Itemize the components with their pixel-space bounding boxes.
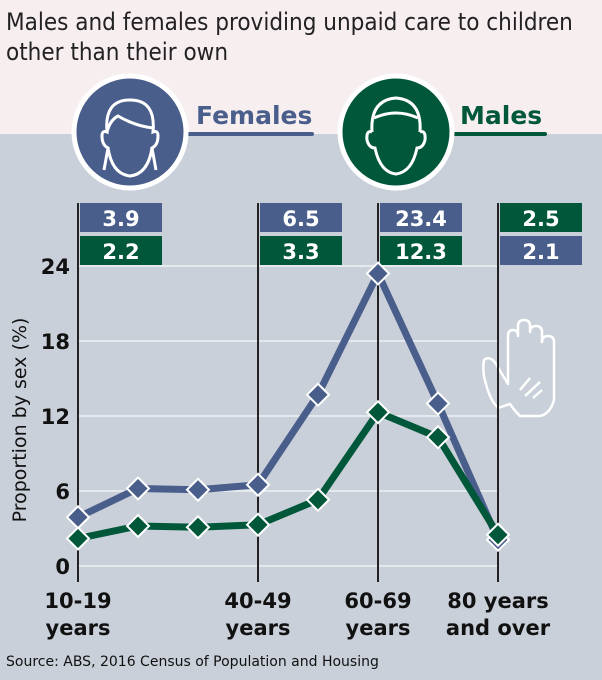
data-label-box: [380, 203, 462, 232]
y-tick-label: 0: [55, 555, 70, 579]
x-tick-label: 40-49: [224, 589, 291, 613]
data-point-females: [245, 472, 271, 498]
data-label-box: [80, 236, 162, 265]
data-label-box: [500, 203, 582, 232]
data-point-males: [365, 399, 391, 425]
gridlines: [78, 265, 498, 567]
data-labels: 3.9 2.2 6.5 3.3 23.4 12.3 2.5 2.1: [80, 203, 582, 265]
data-label: 3.3: [282, 240, 319, 264]
data-point-females: [365, 261, 391, 286]
data-label-box: [500, 236, 582, 265]
data-label: 6.5: [282, 207, 319, 231]
data-point-males: [185, 514, 211, 540]
data-label-box: [260, 236, 342, 265]
data-point-males: [485, 522, 511, 548]
data-point-males: [305, 487, 331, 513]
y-axis-label: Proportion by sex (%): [9, 318, 31, 523]
x-tick-label: and over: [446, 616, 551, 640]
x-tick-label: years: [346, 616, 411, 640]
x-tick-label: years: [46, 616, 111, 640]
data-label-box: [260, 203, 342, 232]
y-tick-label: 18: [41, 330, 70, 354]
data-label-box: [380, 236, 462, 265]
data-point-males: [65, 526, 91, 551]
y-ticks: 0 6 12 18 24: [41, 255, 70, 579]
legend-females-label: Females: [196, 101, 312, 130]
male-face-icon: [337, 73, 455, 191]
data-point-females: [185, 477, 211, 503]
x-tick-label: 60-69: [344, 589, 411, 613]
data-point-males: [125, 513, 151, 539]
legend: Females Males: [71, 73, 547, 191]
data-label: 2.2: [102, 240, 139, 264]
data-label: 12.3: [395, 240, 447, 264]
x-tick-label: years: [226, 616, 291, 640]
data-point-females: [305, 382, 331, 408]
data-point-females: [125, 476, 151, 501]
data-label: 2.1: [522, 240, 559, 264]
data-point-females: [425, 391, 451, 416]
hand-icon: [482, 318, 556, 418]
y-tick-label: 6: [55, 480, 70, 504]
data-label: 3.9: [102, 207, 139, 231]
data-label: 23.4: [395, 207, 447, 231]
data-label-box: [80, 203, 162, 232]
male-face-drawing: [365, 96, 427, 176]
data-label: 2.5: [522, 207, 559, 231]
x-tick-label: 10-19: [44, 589, 111, 613]
series: [65, 261, 511, 553]
data-point-males: [245, 512, 271, 538]
legend-males-label: Males: [460, 101, 542, 130]
female-face-icon: [71, 73, 189, 191]
chart-title-line-2: other than their own: [6, 38, 228, 66]
x-ticks: 10-19 years 40-49 years 60-69 years 80 years an…: [44, 589, 550, 640]
data-point-males: [425, 424, 451, 450]
y-tick-label: 12: [41, 405, 70, 429]
source-note: Source: ABS, 2016 Census of Population a…: [6, 654, 379, 670]
x-tick-label: 80 years: [447, 589, 549, 613]
y-tick-label: 24: [41, 255, 70, 279]
chart-title-line-1: Males and females providing unpaid care …: [6, 8, 573, 36]
female-face-drawing: [100, 98, 160, 178]
